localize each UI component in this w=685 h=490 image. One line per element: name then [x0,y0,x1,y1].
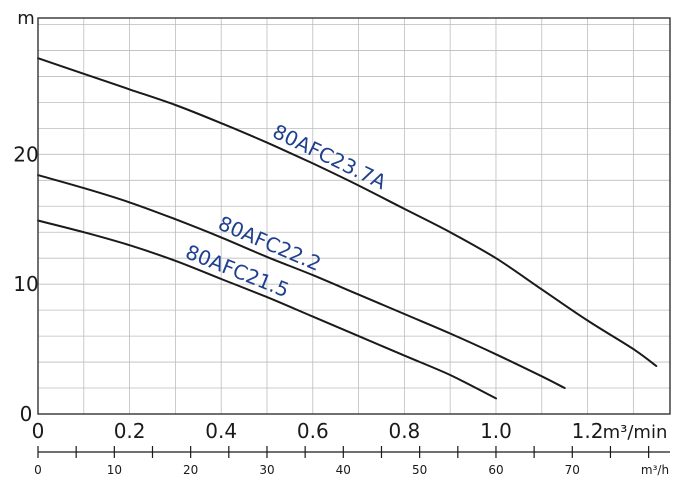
y-tick-label: 10 [13,272,38,296]
series-curve [37,219,497,400]
secondary-x-tick-label: 0 [34,463,42,477]
secondary-x-tick-label: 30 [259,463,274,477]
x-tick-label: 0.4 [205,419,237,443]
x-tick-label: 0.6 [297,419,329,443]
secondary-x-tick-label: 20 [183,463,198,477]
y-tick-label: 0 [20,402,33,426]
secondary-x-axis: 0 10 20 30 40 50 60 70 [34,446,670,477]
x-tick-label: 0.2 [114,419,146,443]
x-tick-label: 1.2 [572,419,604,443]
series-curves [37,57,658,400]
secondary-x-tick-label: 60 [488,463,503,477]
secondary-x-axis-unit-label: m³/h [641,463,669,477]
grid [38,18,670,414]
x-tick-label: 0 [32,419,45,443]
secondary-x-tick-label: 50 [412,463,427,477]
x-tick-label: 0.8 [388,419,420,443]
y-tick-label: 20 [13,142,38,166]
series-label: 80AFC23.7A [269,119,390,194]
secondary-x-tick-label: 40 [336,463,351,477]
secondary-x-tick-label: 10 [107,463,122,477]
plot-frame [37,17,671,415]
x-axis-ticks: 0 0.2 0.4 0.6 0.8 1.0 1.2 [32,419,604,443]
y-axis-unit-label: m [17,8,35,29]
x-tick-label: 1.0 [480,419,512,443]
y-axis-ticks: 0 10 20 [13,142,38,426]
secondary-x-tick-label: 70 [565,463,580,477]
series-curve [37,57,658,367]
x-axis-unit-label: m³/min [603,422,668,443]
series-curve [37,174,566,389]
